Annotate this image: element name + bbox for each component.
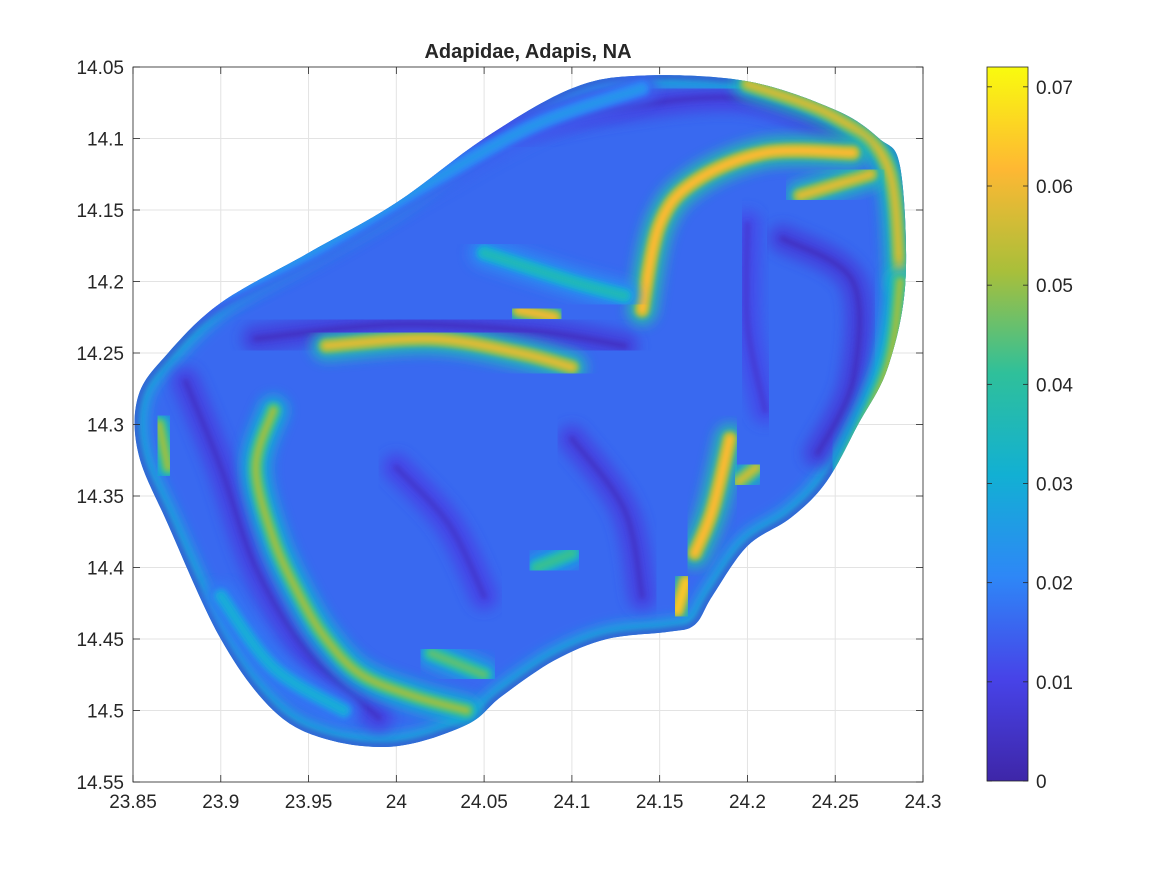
y-tick-label: 14.55	[76, 773, 124, 794]
x-tick-label: 24	[386, 792, 408, 813]
valley-feature	[171, 367, 393, 732]
y-tick-label: 14.2	[87, 273, 124, 294]
colorbar-tick-label: 0.06	[1036, 177, 1073, 198]
ridge-feature	[662, 566, 701, 626]
y-axis-tick-labels: 14.05 14.1 14.15 14.2 14.25 14.3 14.35 14.4 14.4…	[76, 58, 124, 794]
x-tick-label: 23.95	[285, 792, 333, 813]
surface-map	[134, 75, 907, 747]
x-tick-label: 23.9	[202, 792, 239, 813]
x-tick-label: 24.15	[636, 792, 684, 813]
colorbar-tick-label: 0.03	[1036, 475, 1073, 496]
colorbar-tick-label: 0.04	[1036, 375, 1073, 396]
valley-feature	[382, 453, 499, 611]
ridge-feature	[469, 237, 640, 311]
ridge-feature	[785, 159, 886, 211]
colorbar-tick-label: 0.02	[1036, 574, 1073, 595]
y-tick-label: 14.3	[87, 416, 124, 437]
x-tick-label: 24.25	[811, 792, 859, 813]
x-tick-label: 24.3	[905, 792, 942, 813]
valley-feature	[732, 210, 779, 425]
ridge-feature	[144, 409, 184, 483]
x-axis-tick-labels: 23.85 23.9 23.95 24 24.05 24.1 24.15 24.2 24.25 2…	[109, 792, 941, 813]
chart-title: Adapidae, Adapis, NA	[424, 41, 631, 63]
colorbar-tick-label: 0.01	[1036, 673, 1073, 694]
y-tick-label: 14.15	[76, 201, 124, 222]
y-tick-label: 14.35	[76, 487, 124, 508]
y-tick-label: 14.4	[87, 559, 124, 580]
colorbar-gradient	[986, 66, 1029, 782]
ridge-feature	[521, 538, 587, 583]
ridge-feature	[240, 395, 482, 726]
colorbar: 0 0.01 0.02 0.03 0.04 0.05 0.06 0.07	[986, 66, 1073, 793]
x-tick-label: 24.2	[729, 792, 766, 813]
y-tick-label: 14.45	[76, 630, 124, 651]
valley-feature	[557, 424, 657, 611]
colorbar-tick-label: 0	[1036, 772, 1047, 793]
colorbar-ticks	[987, 86, 1028, 782]
ridge-feature	[723, 452, 772, 497]
colorbar-tick-labels: 0 0.01 0.02 0.03 0.04 0.05 0.06 0.07	[1036, 78, 1073, 793]
valley-feature	[241, 310, 639, 360]
ridge-feature	[311, 323, 587, 383]
ridge-feature	[732, 75, 907, 297]
ridge-feature	[627, 135, 868, 326]
colorbar-tick-label: 0.07	[1036, 78, 1073, 99]
y-tick-label: 14.05	[76, 58, 124, 79]
ridge-feature	[205, 581, 359, 726]
y-tick-label: 14.1	[87, 130, 124, 151]
y-tick-label: 14.25	[76, 344, 124, 365]
colorbar-tick-label: 0.05	[1036, 276, 1073, 297]
x-tick-label: 24.1	[553, 792, 590, 813]
valley-feature	[768, 224, 874, 468]
x-tick-label: 23.85	[109, 792, 157, 813]
ridge-feature	[416, 638, 500, 690]
ridge-feature	[504, 295, 570, 333]
axis-ticks	[132, 66, 924, 783]
y-tick-label: 14.5	[87, 702, 124, 723]
ridge-feature	[679, 423, 745, 569]
x-tick-label: 24.05	[460, 792, 508, 813]
